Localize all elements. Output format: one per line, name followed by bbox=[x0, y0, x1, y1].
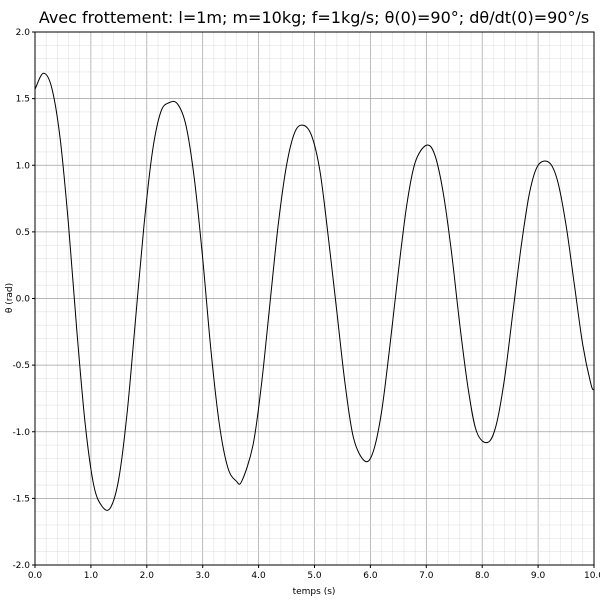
x-tick-label: 5.0 bbox=[307, 571, 322, 581]
x-tick-label: 1.0 bbox=[84, 571, 99, 581]
y-tick-label: 2.0 bbox=[16, 28, 31, 38]
x-tick-label: 2.0 bbox=[140, 571, 155, 581]
y-tick-label: -1.0 bbox=[12, 428, 30, 438]
x-tick-label: 10.0 bbox=[584, 571, 600, 581]
y-axis-ticks: 2.0 1.5 1.0 0.5 0.0 -0.5 -1.0 -1.5 -2.0 bbox=[12, 28, 35, 571]
y-tick-label: 0.5 bbox=[16, 228, 30, 238]
x-tick-label: 0.0 bbox=[28, 571, 43, 581]
x-tick-label: 6.0 bbox=[363, 571, 378, 581]
x-axis-label: temps (s) bbox=[293, 587, 336, 597]
y-tick-label: -1.5 bbox=[12, 494, 30, 504]
y-tick-label: 0.0 bbox=[16, 295, 31, 305]
y-tick-label: -0.5 bbox=[12, 361, 30, 371]
grid bbox=[34, 31, 595, 566]
y-tick-label: 1.0 bbox=[16, 161, 31, 171]
y-tick-label: 1.5 bbox=[16, 95, 30, 105]
x-axis-ticks: 0.0 1.0 2.0 3.0 4.0 5.0 6.0 7.0 8.0 9.0 10.0 bbox=[28, 565, 600, 581]
theta-series-line-0 bbox=[34, 72, 595, 511]
x-tick-label: 7.0 bbox=[419, 571, 434, 581]
x-tick-label: 9.0 bbox=[531, 571, 546, 581]
x-tick-label: 8.0 bbox=[475, 571, 490, 581]
x-tick-label: 4.0 bbox=[251, 571, 266, 581]
y-tick-label: -2.0 bbox=[12, 561, 30, 571]
x-tick-label: 3.0 bbox=[196, 571, 211, 581]
y-axis-label: θ (rad) bbox=[5, 283, 15, 313]
chart-title: Avec frottement: l=1m; m=10kg; f=1kg/s; … bbox=[39, 8, 589, 27]
series-layer bbox=[34, 72, 595, 511]
